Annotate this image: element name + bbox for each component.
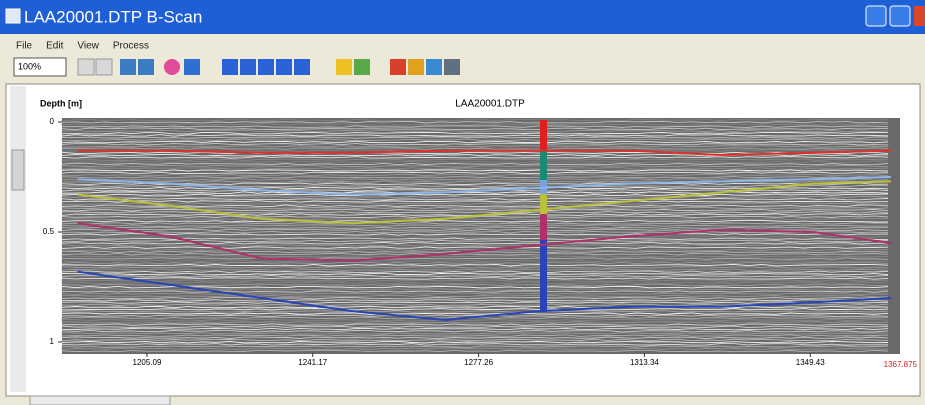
marker-segment xyxy=(540,194,547,214)
x-tick-label: 1205.09 xyxy=(133,358,162,367)
x-tick-label: 1241.17 xyxy=(298,358,327,367)
scroll-thumb[interactable] xyxy=(12,150,24,190)
window: LAA20001.DTP B-Scan FileEditViewProcess … xyxy=(0,0,925,405)
y-tick-label: 1 xyxy=(50,337,55,346)
tool-button[interactable] xyxy=(120,59,136,75)
close-button[interactable] xyxy=(914,6,925,26)
tool-button[interactable] xyxy=(408,59,424,75)
tool-button[interactable] xyxy=(390,59,406,75)
y-tick-label: 0.5 xyxy=(43,227,55,236)
marker-segment xyxy=(540,240,547,312)
tool-button[interactable] xyxy=(138,59,154,75)
x-end-label: 1367.875 xyxy=(884,360,918,369)
window-title: LAA20001.DTP B-Scan xyxy=(24,7,202,26)
trace-marker xyxy=(540,120,547,312)
tool-button[interactable] xyxy=(240,59,256,75)
x-tick-label: 1277.26 xyxy=(464,358,493,367)
y-tick-label: 0 xyxy=(50,117,55,126)
x-tick-label: 1313.34 xyxy=(630,358,659,367)
y-axis-label: Depth [m] xyxy=(40,98,82,108)
plot-title: LAA20001.DTP xyxy=(455,99,525,110)
tool-button[interactable] xyxy=(222,59,238,75)
minimize-button[interactable] xyxy=(866,6,886,26)
tool-button[interactable] xyxy=(164,59,180,75)
x-tick-label: 1349.43 xyxy=(796,358,825,367)
tool-button[interactable] xyxy=(336,59,352,75)
tool-button[interactable] xyxy=(444,59,460,75)
tool-button[interactable] xyxy=(276,59,292,75)
marker-segment xyxy=(540,150,547,180)
menu-item[interactable]: Process xyxy=(113,41,149,52)
menu-item[interactable]: File xyxy=(16,41,33,52)
toolbar xyxy=(78,59,460,75)
tool-button[interactable] xyxy=(184,59,200,75)
maximize-button[interactable] xyxy=(890,6,910,26)
zoom-value[interactable]: 100% xyxy=(18,61,41,71)
tool-button[interactable] xyxy=(354,59,370,75)
tool-button[interactable] xyxy=(294,59,310,75)
tool-button[interactable] xyxy=(78,59,94,75)
app-icon xyxy=(6,9,20,23)
tool-button[interactable] xyxy=(426,59,442,75)
vertical-scrollbar[interactable] xyxy=(10,86,26,392)
page: {"window": {"title": "LAA20001.DTP B-Sca… xyxy=(0,0,925,405)
horizontal-scrollbar[interactable] xyxy=(30,396,170,405)
tool-button[interactable] xyxy=(258,59,274,75)
marker-segment xyxy=(540,120,547,150)
menu-item[interactable]: Edit xyxy=(46,41,63,52)
tool-button[interactable] xyxy=(96,59,112,75)
menu-item[interactable]: View xyxy=(77,41,99,52)
marker-segment xyxy=(540,214,547,240)
